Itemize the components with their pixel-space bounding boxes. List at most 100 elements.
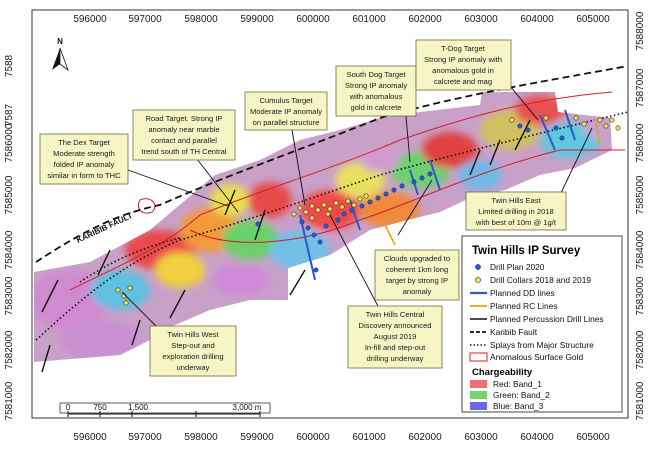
svg-text:602000: 602000 <box>408 432 442 443</box>
svg-text:1,500: 1,500 <box>128 403 149 412</box>
svg-text:with best of 10m @ 1g/t: with best of 10m @ 1g/t <box>475 218 557 227</box>
callout-twin-hills-east: Twin Hills East Limited drilling in 2018… <box>465 191 567 231</box>
svg-text:In-fill and step-out: In-fill and step-out <box>365 343 426 352</box>
y-coordinate-labels-right: 7588000 7587000 7586000 7585000 7584000 … <box>635 11 646 420</box>
svg-text:Moderate strength: Moderate strength <box>53 149 115 158</box>
svg-text:7587: 7587 <box>4 103 15 126</box>
band-green-swatch <box>470 391 487 399</box>
callout-twin-hills-west: Twin Hills West Step-out and exploration… <box>149 325 237 377</box>
svg-text:7581000: 7581000 <box>4 381 15 420</box>
callout-clouds: Clouds upgraded to coherent 1km long tar… <box>374 249 460 301</box>
svg-text:3,000 m: 3,000 m <box>233 403 262 412</box>
svg-text:599000: 599000 <box>240 14 274 25</box>
y-coordinate-labels-left: 7588 7587 7586000 7585000 7584000 758300… <box>4 54 15 420</box>
svg-text:Discovery announced: Discovery announced <box>358 321 431 330</box>
band-blue-swatch <box>470 402 487 410</box>
svg-text:7588: 7588 <box>4 54 15 77</box>
north-label: N <box>57 37 63 46</box>
svg-text:596000: 596000 <box>73 432 107 443</box>
svg-text:gold in calcrete: gold in calcrete <box>350 103 401 112</box>
svg-text:Strong IP anomaly with: Strong IP anomaly with <box>424 55 502 64</box>
svg-text:7584000: 7584000 <box>635 230 646 269</box>
svg-text:Planned Percussion Drill Lines: Planned Percussion Drill Lines <box>490 314 604 324</box>
dd-drill-lines <box>299 109 576 281</box>
red-outline-icon <box>469 352 488 362</box>
svg-text:similar in form to THC: similar in form to THC <box>47 171 121 180</box>
svg-text:anomaly: anomaly <box>403 287 432 296</box>
drill-collars-2018-2019 <box>115 115 621 306</box>
svg-text:7583000: 7583000 <box>635 276 646 315</box>
svg-text:Karibib Fault: Karibib Fault <box>490 327 538 337</box>
svg-text:anomalous gold in: anomalous gold in <box>432 66 494 75</box>
svg-text:603000: 603000 <box>464 14 498 25</box>
svg-text:anomaly near marble: anomaly near marble <box>148 125 219 134</box>
svg-text:600000: 600000 <box>296 432 330 443</box>
svg-text:7586000: 7586000 <box>4 123 15 162</box>
anomalous-gold-outlines <box>69 91 625 291</box>
svg-text:target by strong IP: target by strong IP <box>386 276 448 285</box>
svg-text:7588000: 7588000 <box>635 11 646 50</box>
svg-text:597000: 597000 <box>128 432 162 443</box>
svg-text:7582000: 7582000 <box>4 330 15 369</box>
callout-road: Road Target. Strong IP anomaly near marb… <box>132 109 236 161</box>
svg-text:597000: 597000 <box>128 14 162 25</box>
svg-text:7581000: 7581000 <box>635 381 646 420</box>
svg-text:7587000: 7587000 <box>635 68 646 107</box>
drill-plan-2020 <box>255 123 565 273</box>
svg-text:Planned DD lines: Planned DD lines <box>490 288 555 298</box>
svg-text:The Dex Target: The Dex Target <box>58 138 111 147</box>
svg-text:7585000: 7585000 <box>4 175 15 214</box>
svg-text:601000: 601000 <box>352 14 386 25</box>
callout-cumulus: Cumulus Target Moderate IP anomaly on pa… <box>244 91 328 131</box>
svg-text:599000: 599000 <box>240 432 274 443</box>
svg-text:on parallel structure: on parallel structure <box>253 118 320 127</box>
svg-text:Moderate IP anomaly: Moderate IP anomaly <box>250 107 322 116</box>
callout-t-dog: T-Dog Target Strong IP anomaly with anom… <box>415 39 512 91</box>
x-coordinate-labels-bottom: 596000 597000 598000 599000 600000 60100… <box>73 432 610 443</box>
svg-text:603000: 603000 <box>464 432 498 443</box>
svg-text:600000: 600000 <box>296 14 330 25</box>
blue-dot-icon <box>475 264 481 270</box>
svg-text:T-Dog Target: T-Dog Target <box>441 44 486 53</box>
band-red-swatch <box>470 380 487 388</box>
svg-text:Strong IP anomaly: Strong IP anomaly <box>345 81 408 90</box>
svg-text:604000: 604000 <box>520 14 554 25</box>
chargeability-title: Chargeability <box>472 367 533 378</box>
svg-text:underway: underway <box>177 363 210 372</box>
svg-text:7584000: 7584000 <box>4 230 15 269</box>
svg-text:exploration drilling: exploration drilling <box>162 352 223 361</box>
svg-text:Clouds upgraded to: Clouds upgraded to <box>384 254 450 263</box>
svg-text:605000: 605000 <box>576 432 610 443</box>
yellow-dot-icon <box>475 277 481 283</box>
svg-text:Drill Collars 2018 and 2019: Drill Collars 2018 and 2019 <box>490 275 591 285</box>
svg-text:Green: Band_2: Green: Band_2 <box>493 390 550 400</box>
svg-text:598000: 598000 <box>184 14 218 25</box>
callout-dex: The Dex Target Moderate strength folded … <box>39 133 129 185</box>
north-arrow-icon: N <box>52 37 69 72</box>
svg-text:7583000: 7583000 <box>4 276 15 315</box>
svg-text:605000: 605000 <box>576 14 610 25</box>
svg-text:604000: 604000 <box>520 432 554 443</box>
svg-text:Splays from Major Structure: Splays from Major Structure <box>490 340 594 350</box>
svg-text:Twin Hills West: Twin Hills West <box>167 330 219 339</box>
svg-text:trend south of TH Central: trend south of TH Central <box>141 147 226 156</box>
svg-text:Twin Hills Central: Twin Hills Central <box>366 310 425 319</box>
svg-text:7585000: 7585000 <box>635 175 646 214</box>
scale-bar: 0 750 1,500 3,000 m <box>59 402 271 417</box>
legend-title: Twin Hills IP Survey <box>472 245 581 257</box>
svg-text:Planned RC Lines: Planned RC Lines <box>490 301 558 311</box>
svg-text:Step-out and: Step-out and <box>171 341 215 350</box>
callout-south-dog: South Dog Target Strong IP anomaly with … <box>335 65 417 117</box>
svg-text:Drill Plan 2020: Drill Plan 2020 <box>490 262 545 272</box>
svg-text:601000: 601000 <box>352 432 386 443</box>
svg-text:598000: 598000 <box>184 432 218 443</box>
svg-text:7582000: 7582000 <box>635 330 646 369</box>
rc-drill-lines <box>384 117 601 246</box>
svg-text:0: 0 <box>66 403 71 412</box>
splay-lines <box>35 111 629 341</box>
svg-text:602000: 602000 <box>408 14 442 25</box>
svg-text:Cumulus Target: Cumulus Target <box>259 96 313 105</box>
svg-text:7586000: 7586000 <box>635 123 646 162</box>
map-legend: Twin Hills IP Survey Drill Plan 2020 Dri… <box>461 235 623 413</box>
x-coordinate-labels-top: 596000 597000 598000 599000 600000 60100… <box>73 14 610 25</box>
